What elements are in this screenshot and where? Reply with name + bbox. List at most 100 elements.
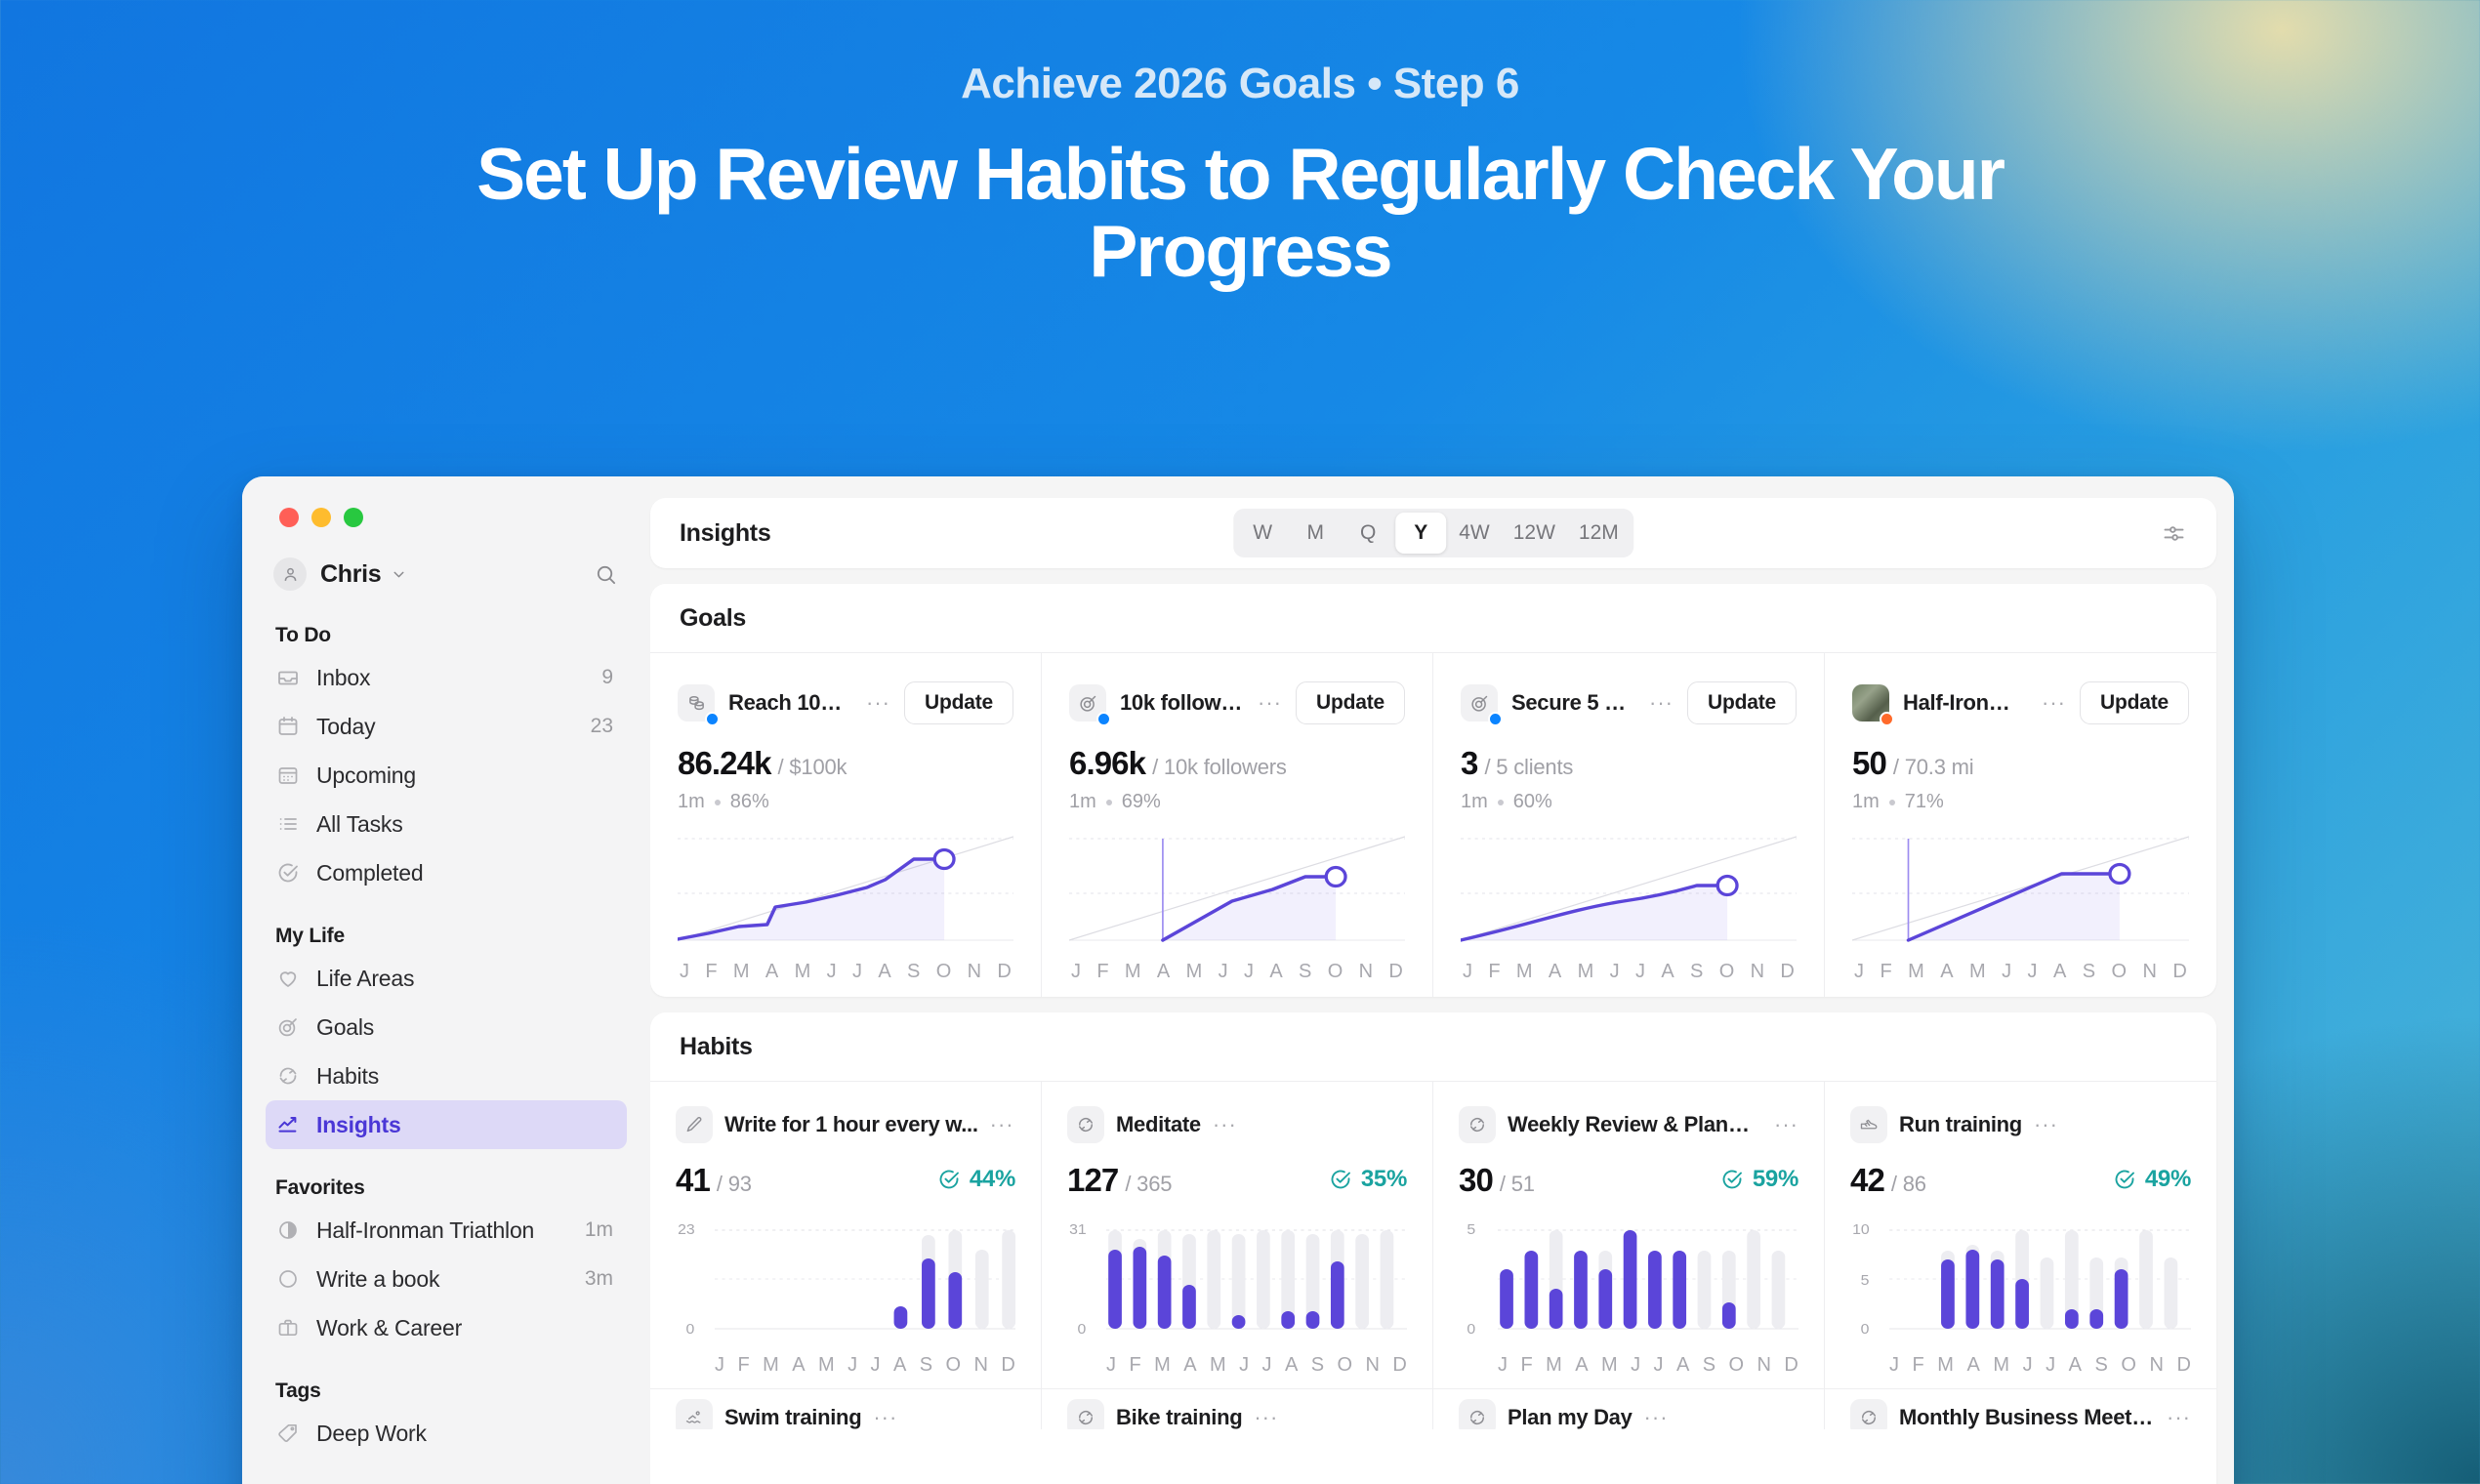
habit-card-header: Plan my Day ··· <box>1459 1399 1798 1429</box>
sidebar-item-half-ironman-triathlon[interactable]: Half-Ironman Triathlon 1m <box>266 1206 627 1255</box>
bar-value-group <box>1500 1230 1736 1329</box>
habit-metric: 127 / 365 35% <box>1067 1162 1407 1199</box>
habit-card[interactable]: Swim training ··· <box>650 1389 1042 1429</box>
ellipsis-icon[interactable]: ··· <box>2167 1405 2191 1429</box>
goal-card[interactable]: Secure 5 ne... ··· Update 3 / 5 clients … <box>1433 653 1825 997</box>
habit-card[interactable]: Write for 1 hour every w... ··· 41 / 93 … <box>650 1082 1042 1388</box>
check-circle-icon <box>2115 1170 2134 1189</box>
goal-card[interactable]: Half-Ironma... ··· Update 50 / 70.3 mi 1… <box>1825 653 2216 997</box>
range-option-4w[interactable]: 4W <box>1459 521 1490 544</box>
axis-tick: N <box>967 961 982 982</box>
goal-metric: 6.96k / 10k followers <box>1069 745 1405 782</box>
person-icon <box>273 557 307 591</box>
update-button[interactable]: Update <box>1687 681 1797 724</box>
user-account-row[interactable]: Chris <box>266 552 627 597</box>
axis-tick: M <box>1937 1354 1954 1376</box>
update-button[interactable]: Update <box>1296 681 1405 724</box>
goal-meta: 1m 69% <box>1069 791 1405 813</box>
axis-tick: S <box>2094 1354 2108 1376</box>
axis-tick: J <box>847 1354 858 1376</box>
axis-tick: F <box>1096 961 1109 982</box>
habit-bar-chart: 31 0 <box>1067 1218 1407 1377</box>
habit-card-header: Write for 1 hour every w... ··· <box>676 1103 1015 1146</box>
habit-value: 127 <box>1067 1162 1119 1198</box>
chevron-down-icon[interactable] <box>391 566 407 583</box>
range-option-w[interactable]: W <box>1253 521 1273 544</box>
range-option-12w[interactable]: 12W <box>1512 521 1555 544</box>
habit-value: 41 <box>676 1162 711 1198</box>
ellipsis-icon[interactable]: ··· <box>1254 1405 1279 1429</box>
update-button[interactable]: Update <box>904 681 1013 724</box>
habit-card[interactable]: Monthly Business Meeti… ··· <box>1825 1389 2216 1429</box>
ellipsis-icon[interactable]: ··· <box>1258 690 1283 715</box>
sidebar-item-goals[interactable]: Goals <box>266 1003 627 1051</box>
ellipsis-icon[interactable]: ··· <box>873 1405 898 1429</box>
axis-tick: J <box>1854 961 1864 982</box>
ellipsis-icon[interactable]: ··· <box>1643 1405 1669 1429</box>
goal-card[interactable]: 10k follower... ··· Update 6.96k / 10k f… <box>1042 653 1433 997</box>
sidebar-item-label: Life Areas <box>316 965 415 991</box>
range-option-y[interactable]: Y <box>1395 513 1447 554</box>
habit-card[interactable]: Plan my Day ··· <box>1433 1389 1825 1429</box>
range-option-q[interactable]: Q <box>1360 521 1377 544</box>
ellipsis-icon[interactable]: ··· <box>1649 690 1674 715</box>
habit-title: Weekly Review & Planni... <box>1508 1112 1763 1136</box>
sidebar-item-work-and-career[interactable]: Work & Career <box>266 1303 627 1352</box>
sidebar-item-insights[interactable]: Insights <box>266 1100 627 1149</box>
ellipsis-icon[interactable]: ··· <box>1774 1112 1798 1136</box>
search-icon[interactable] <box>595 563 617 586</box>
goal-value: 6.96k <box>1069 745 1146 781</box>
sidebar-item-write-a-book[interactable]: Write a book 3m <box>266 1255 627 1303</box>
habit-target: / 93 <box>716 1172 752 1196</box>
habit-metric: 41 / 93 44% <box>676 1162 1015 1199</box>
sidebar-item-completed[interactable]: Completed <box>266 848 627 897</box>
goal-card[interactable]: Reach 100k r... ··· Update 86.24k / $100… <box>650 653 1042 997</box>
habit-card[interactable]: Weekly Review & Planni... ··· 30 / 51 59… <box>1433 1082 1825 1388</box>
y-axis-bottom-label: 0 <box>1467 1321 1475 1338</box>
sliders-icon[interactable] <box>2161 520 2187 547</box>
sidebar-item-life-areas[interactable]: Life Areas <box>266 954 627 1003</box>
ellipsis-icon[interactable]: ··· <box>866 690 891 715</box>
habit-card[interactable]: Meditate ··· 127 / 365 35% 31 <box>1042 1082 1433 1388</box>
status-badge <box>1488 712 1503 726</box>
ellipsis-icon[interactable]: ··· <box>2042 690 2067 715</box>
habit-card[interactable]: Bike training ··· <box>1042 1389 1433 1429</box>
axis-tick: F <box>705 961 718 982</box>
minimize-window-button[interactable] <box>311 508 331 527</box>
ellipsis-icon[interactable]: ··· <box>989 1112 1014 1136</box>
sidebar-item-deep-work[interactable]: Deep Work <box>266 1409 627 1458</box>
sidebar-item-label: Goals <box>316 1013 375 1040</box>
sidebar-item-count: 1m <box>584 1218 613 1241</box>
ellipsis-icon[interactable]: ··· <box>2033 1112 2058 1136</box>
axis-tick: A <box>2068 1354 2082 1376</box>
goal-period: 1m <box>1461 791 1488 812</box>
habits-section-header: Habits <box>650 1012 2216 1081</box>
goal-percent: 86% <box>729 791 769 812</box>
bar-value-group <box>1941 1250 2129 1329</box>
ellipsis-icon[interactable]: ··· <box>1212 1112 1237 1136</box>
range-option-m[interactable]: M <box>1306 521 1324 544</box>
axis-tick: M <box>1908 961 1924 982</box>
sidebar-item-label: Completed <box>316 859 424 886</box>
habit-card[interactable]: Run training ··· 42 / 86 49% 10 <box>1825 1082 2216 1388</box>
axis-tick: S <box>1310 1354 1325 1376</box>
axis-tick: J <box>1889 1354 1899 1376</box>
sidebar-item-inbox[interactable]: Inbox 9 <box>266 653 627 702</box>
sidebar-item-today[interactable]: Today 23 <box>266 702 627 751</box>
sidebar-item-habits[interactable]: Habits <box>266 1051 627 1100</box>
app-window: Chris To Do Inbox 9 Today 23 Upcoming <box>242 476 2234 1484</box>
time-range-segmented-control[interactable]: W M Q Y 4W 12W 12M <box>1233 509 1633 557</box>
habit-target: / 86 <box>1890 1172 1926 1196</box>
close-window-button[interactable] <box>279 508 299 527</box>
sidebar-item-upcoming[interactable]: Upcoming <box>266 751 627 800</box>
sidebar-item-all-tasks[interactable]: All Tasks <box>266 800 627 848</box>
axis-tick: F <box>1880 961 1892 982</box>
goal-meta: 1m 60% <box>1461 791 1797 813</box>
update-button[interactable]: Update <box>2080 681 2189 724</box>
habit-metric: 42 / 86 49% <box>1850 1162 2191 1199</box>
axis-tick: J <box>1243 961 1254 982</box>
range-option-12m[interactable]: 12M <box>1578 521 1619 544</box>
zoom-window-button[interactable] <box>344 508 363 527</box>
